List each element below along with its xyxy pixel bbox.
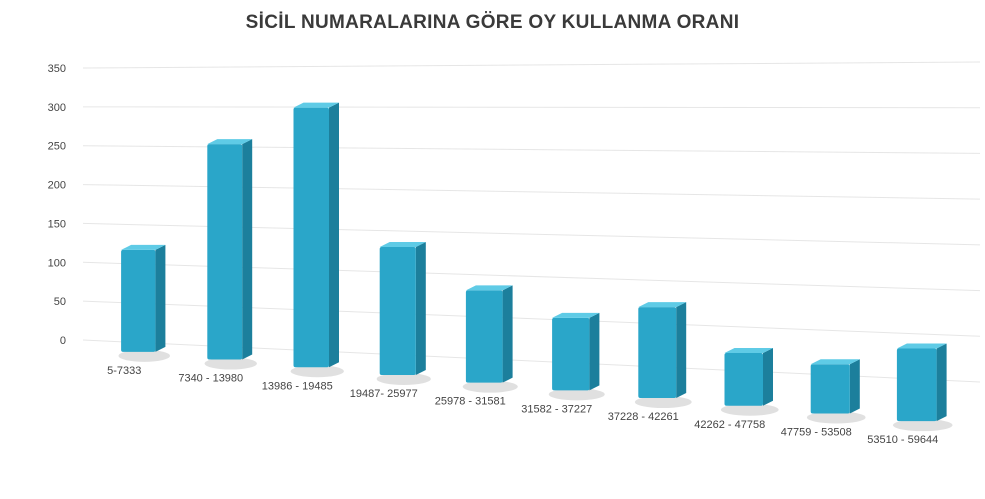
bar-side [763,347,773,406]
bar-top [465,285,513,291]
bar-side [849,359,860,414]
bar-front [810,364,850,414]
y-tick-label: 0 [60,335,66,347]
bar-front [293,107,329,368]
bar-side [502,285,513,383]
gridline [82,106,981,109]
y-tick-label: 200 [48,180,66,192]
y-tick-label: 150 [48,218,66,230]
y-tick-label: 350 [48,63,66,75]
bar-top [896,343,947,349]
bar-shadow [118,349,170,362]
x-tick-label: 5-7333 [107,365,141,377]
bar-front [724,352,763,406]
y-tick-label: 50 [54,296,66,308]
bar-top [379,242,426,248]
bar-side [242,139,253,360]
y-tick-label: 250 [48,141,66,153]
bar-front [465,290,503,383]
bar-9 [806,359,866,424]
bar-shadow [290,365,344,378]
bar-top [293,102,339,108]
bar-8 [720,347,779,416]
bar-front [207,144,243,360]
x-tick-label: 31582 - 37227 [521,403,592,415]
bar-1 [118,244,170,362]
bar-front [638,307,677,399]
bar-top [810,359,860,365]
x-tick-label: 25978 - 31581 [435,396,506,408]
bar-shadow [720,403,779,416]
bar-3 [290,102,344,378]
bar-shadow [634,396,692,409]
bar-front [379,247,416,375]
bar-side [936,343,947,422]
bar-shadow [376,372,431,385]
bar-shadow [548,388,605,401]
bar-side [329,102,339,368]
bar-top [724,347,773,353]
bar-top [207,139,253,145]
gridline [82,61,981,69]
x-tick-label: 19487- 25977 [350,388,418,400]
x-tick-label: 53510 - 59644 [867,434,938,446]
bar-shadow [462,380,518,393]
bar-side [676,302,687,399]
y-tick-label: 300 [48,102,66,114]
x-tick-label: 7340 - 13980 [178,373,243,385]
y-tick-label: 100 [48,257,66,269]
bar-front [896,348,937,422]
x-tick-label: 47759 - 53508 [781,426,852,438]
bar-7 [634,302,692,409]
bar-shadow [806,411,866,424]
bar-front [121,249,156,352]
x-tick-label: 37228 - 42261 [608,411,679,423]
bar-side [415,242,426,375]
bar-5 [462,285,518,393]
bar-top [121,244,166,250]
x-tick-label: 42262 - 47758 [694,419,765,431]
bar-2 [204,139,257,370]
bar-top [638,302,687,308]
bar-side [155,244,166,352]
bar-4 [376,242,431,385]
bar-10 [892,343,953,432]
bar-front [552,317,590,391]
bar-top [552,312,600,318]
bar-side [589,312,600,391]
bar-shadow [892,419,953,432]
bar-6 [548,312,605,401]
x-tick-label: 13986 - 19485 [262,380,333,392]
chart-title: SİCİL NUMARALARINA GÖRE OY KULLANMA ORAN… [245,12,740,33]
bar-shadow [204,357,257,370]
